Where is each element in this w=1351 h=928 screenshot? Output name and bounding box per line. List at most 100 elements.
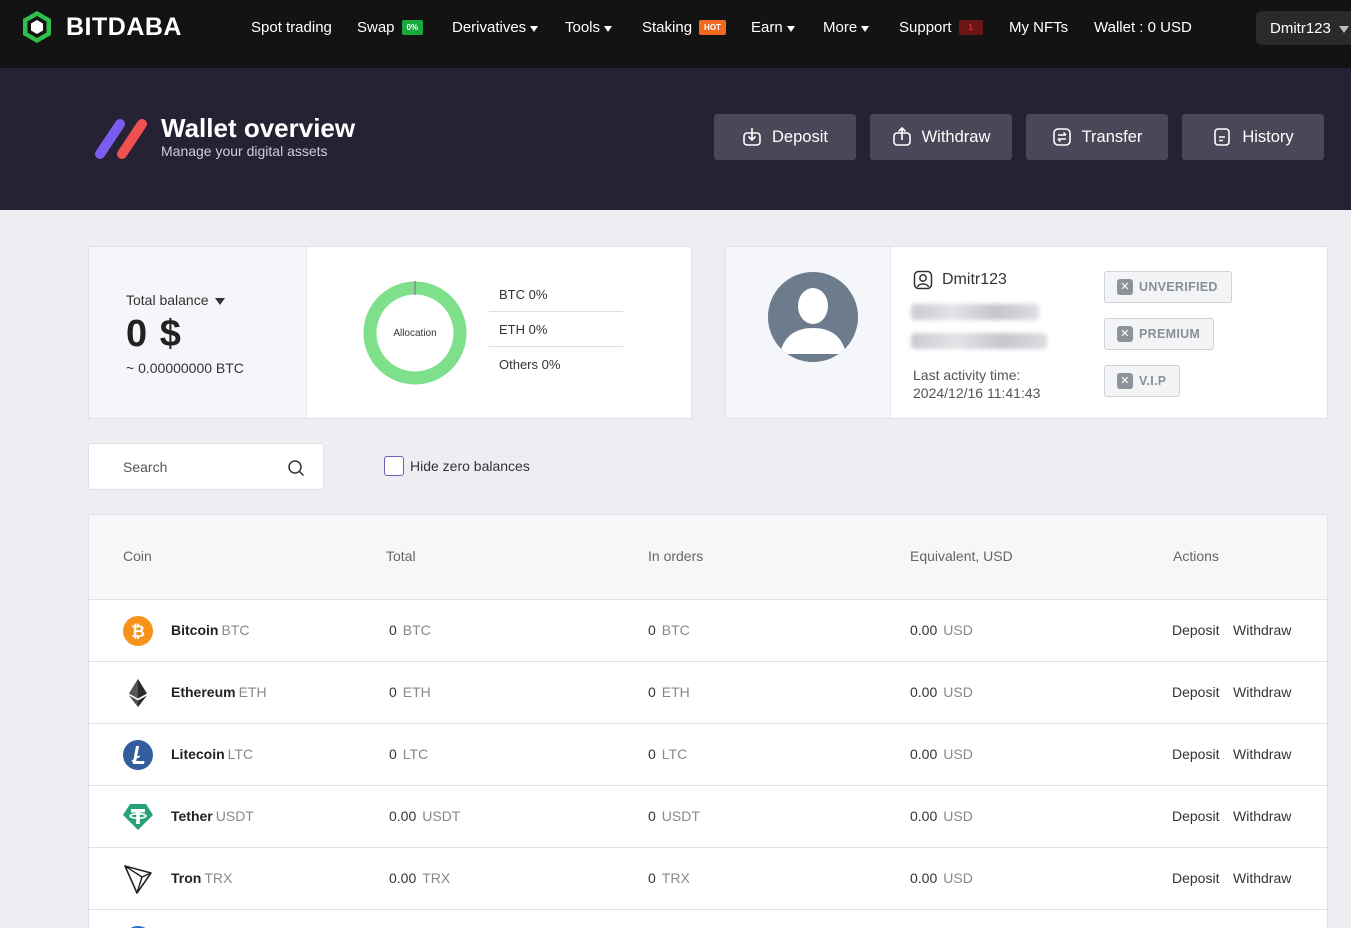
equivalent-unit: USD bbox=[943, 808, 973, 824]
nav-my-nfts[interactable]: My NFTs bbox=[1009, 19, 1068, 36]
row-withdraw-link[interactable]: Withdraw bbox=[1233, 746, 1292, 762]
hide-zero-label: Hide zero balances bbox=[410, 458, 530, 474]
nav-derivatives[interactable]: Derivatives bbox=[452, 19, 539, 36]
history-button-label: History bbox=[1242, 127, 1294, 146]
total-unit: USDT bbox=[422, 808, 461, 824]
caret-down-icon bbox=[530, 25, 539, 32]
column-header-total[interactable]: Total bbox=[386, 548, 416, 564]
nav-swap-label: Swap bbox=[357, 19, 395, 36]
row-withdraw-link[interactable]: Withdraw bbox=[1233, 870, 1292, 886]
balance-summary: Total balance 0 $ ~ 0.00000000 BTC bbox=[89, 247, 307, 418]
search-input[interactable] bbox=[123, 456, 273, 478]
row-deposit-link[interactable]: Deposit bbox=[1172, 808, 1220, 824]
nav-earn-label: Earn bbox=[751, 19, 783, 36]
total-value: 0 bbox=[389, 684, 397, 700]
in-orders-unit: TRX bbox=[661, 870, 690, 886]
equivalent-value: 0.00 bbox=[910, 808, 938, 824]
nav-swap[interactable]: Swap 0% bbox=[357, 19, 424, 36]
hide-zero-balances-toggle[interactable]: Hide zero balances bbox=[384, 456, 530, 476]
user-menu-button[interactable]: Dmitr123 bbox=[1256, 11, 1351, 45]
brand-logo[interactable]: BITDABA bbox=[20, 10, 182, 44]
caret-down-icon bbox=[786, 25, 795, 32]
transfer-button-label: Transfer bbox=[1081, 127, 1143, 146]
total-unit: LTC bbox=[402, 746, 429, 762]
allocation-donut-chart: Allocation bbox=[363, 281, 467, 385]
equivalent-unit: USD bbox=[943, 622, 973, 638]
row-deposit-link[interactable]: Deposit bbox=[1172, 622, 1220, 638]
nav-spot-trading[interactable]: Spot trading bbox=[251, 19, 332, 36]
in-orders-value: 0 bbox=[648, 684, 656, 700]
row-withdraw-link[interactable]: Withdraw bbox=[1233, 808, 1292, 824]
caret-down-icon bbox=[1338, 25, 1349, 33]
row-deposit-link[interactable]: Deposit bbox=[1172, 746, 1220, 762]
redacted-phone bbox=[911, 333, 1047, 349]
coin-name: Bitcoin BTC bbox=[171, 622, 249, 638]
total-balance-label: Total balance bbox=[126, 292, 209, 308]
total-value: 0 bbox=[389, 746, 397, 762]
total-value: 0 bbox=[389, 622, 397, 638]
row-withdraw-link[interactable]: Withdraw bbox=[1233, 684, 1292, 700]
assets-table: Coin Total In orders Equivalent, USD Act… bbox=[88, 514, 1328, 928]
column-header-in-orders[interactable]: In orders bbox=[648, 548, 704, 564]
total-cell: 0 BTC bbox=[389, 622, 431, 638]
table-row bbox=[89, 909, 1327, 928]
nav-earn[interactable]: Earn bbox=[751, 19, 795, 36]
nav-more-label: More bbox=[823, 19, 858, 36]
coin-name-label: Ethereum bbox=[171, 684, 236, 700]
row-deposit-link[interactable]: Deposit bbox=[1172, 684, 1220, 700]
table-header: Coin Total In orders Equivalent, USD Act… bbox=[89, 515, 1327, 599]
in-orders-cell: 0 USDT bbox=[648, 808, 700, 824]
column-header-equivalent[interactable]: Equivalent, USD bbox=[910, 548, 1013, 564]
in-orders-value: 0 bbox=[648, 746, 656, 762]
transfer-button[interactable]: Transfer bbox=[1026, 114, 1168, 160]
top-navbar: BITDABA Spot trading Swap 0% Derivatives … bbox=[0, 0, 1351, 68]
coin-name-label: Litecoin bbox=[171, 746, 225, 762]
user-menu-label: Dmitr123 bbox=[1270, 19, 1331, 37]
hide-zero-checkbox[interactable] bbox=[384, 456, 404, 476]
ethereum-icon bbox=[129, 679, 147, 707]
row-withdraw-link[interactable]: Withdraw bbox=[1233, 622, 1292, 638]
coin-name-label: Bitcoin bbox=[171, 622, 219, 638]
in-orders-value: 0 bbox=[648, 808, 656, 824]
close-icon: ✕ bbox=[1117, 279, 1133, 295]
withdraw-button[interactable]: Withdraw bbox=[870, 114, 1012, 160]
table-row: Litecoin LTC 0 LTC 0 LTC 0.00 USD Deposit Wi… bbox=[89, 723, 1327, 785]
equivalent-cell: 0.00 USD bbox=[910, 808, 973, 824]
column-header-coin[interactable]: Coin bbox=[123, 548, 152, 564]
total-balance-btc: ~ 0.00000000 BTC bbox=[126, 360, 244, 376]
deposit-icon bbox=[743, 128, 761, 146]
total-cell: 0 ETH bbox=[389, 684, 431, 700]
hot-badge: HOT bbox=[699, 20, 726, 35]
nav-support[interactable]: Support 1 bbox=[899, 19, 983, 36]
close-icon: ✕ bbox=[1117, 373, 1133, 389]
nav-staking[interactable]: Staking HOT bbox=[642, 19, 726, 36]
history-button[interactable]: History bbox=[1182, 114, 1324, 160]
caret-down-icon bbox=[214, 297, 225, 305]
close-icon: ✕ bbox=[1117, 326, 1133, 342]
equivalent-cell: 0.00 USD bbox=[910, 684, 973, 700]
tron-icon bbox=[124, 865, 152, 894]
deposit-button[interactable]: Deposit bbox=[714, 114, 856, 160]
equivalent-cell: 0.00 USD bbox=[910, 746, 973, 762]
nav-more[interactable]: More bbox=[823, 19, 870, 36]
last-activity-time: 2024/12/16 11:41:43 bbox=[913, 385, 1041, 401]
search-icon[interactable] bbox=[287, 459, 305, 477]
nav-tools[interactable]: Tools bbox=[565, 19, 613, 36]
total-balance-dropdown[interactable]: Total balance bbox=[126, 292, 225, 308]
deposit-button-label: Deposit bbox=[772, 127, 828, 146]
status-badge-unverified: ✕ UNVERIFIED bbox=[1104, 271, 1232, 303]
total-unit: BTC bbox=[402, 622, 431, 638]
history-document-icon bbox=[1214, 128, 1231, 146]
coin-name: Tron TRX bbox=[171, 870, 232, 886]
swap-badge: 0% bbox=[401, 20, 424, 35]
last-activity-label: Last activity time: bbox=[913, 367, 1021, 383]
donut-center-label: Allocation bbox=[393, 328, 436, 339]
nav-spot-label: Spot trading bbox=[251, 19, 332, 36]
row-deposit-link[interactable]: Deposit bbox=[1172, 870, 1220, 886]
nav-wallet[interactable]: Wallet : 0 USD bbox=[1094, 19, 1192, 36]
total-cell: 0.00 TRX bbox=[389, 870, 450, 886]
in-orders-cell: 0 BTC bbox=[648, 622, 690, 638]
equivalent-unit: USD bbox=[943, 684, 973, 700]
equivalent-cell: 0.00 USD bbox=[910, 622, 973, 638]
allocation-item: ETH 0% bbox=[489, 312, 623, 347]
